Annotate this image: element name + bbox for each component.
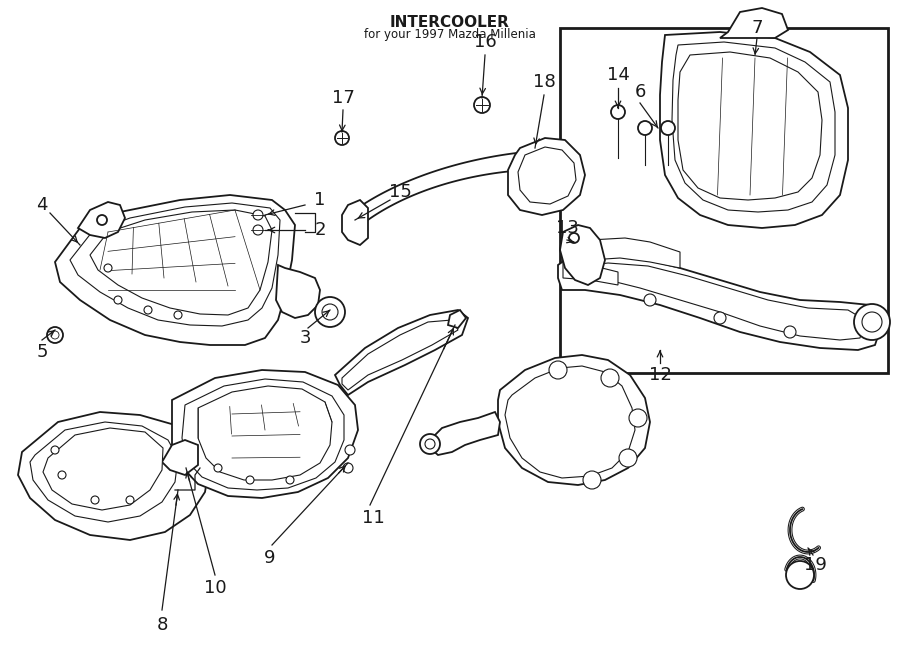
Polygon shape [90,210,272,315]
Text: 13: 13 [555,219,579,237]
Circle shape [246,476,254,484]
Text: 7: 7 [752,19,763,37]
Circle shape [126,496,134,504]
Circle shape [786,561,814,589]
Circle shape [629,409,647,427]
Circle shape [619,449,637,467]
Polygon shape [518,147,576,204]
Polygon shape [78,202,125,238]
Circle shape [58,471,66,479]
Text: 19: 19 [804,556,826,574]
Text: 11: 11 [362,509,384,527]
Circle shape [144,306,152,314]
Circle shape [51,331,59,339]
Text: 12: 12 [649,366,671,384]
Circle shape [104,264,112,272]
Circle shape [91,496,99,504]
Polygon shape [678,52,822,200]
Text: 14: 14 [607,66,629,84]
Circle shape [644,294,656,306]
Polygon shape [342,320,458,390]
Circle shape [345,445,355,455]
Circle shape [315,297,345,327]
Polygon shape [498,355,650,485]
Polygon shape [448,310,466,328]
Circle shape [420,434,440,454]
Polygon shape [198,386,332,480]
Text: 4: 4 [36,196,48,214]
Circle shape [114,296,122,304]
Polygon shape [276,265,320,318]
Circle shape [47,327,63,343]
Text: 1: 1 [314,191,326,209]
Text: 5: 5 [36,343,48,361]
Circle shape [474,97,490,113]
Polygon shape [430,412,500,455]
Circle shape [335,131,349,145]
Text: 10: 10 [203,579,226,597]
Polygon shape [172,370,358,498]
Circle shape [51,446,59,454]
Text: for your 1997 Mazda Millenia: for your 1997 Mazda Millenia [364,28,536,41]
Polygon shape [355,152,525,230]
Circle shape [611,105,625,119]
Text: 6: 6 [634,83,645,101]
Circle shape [854,304,890,340]
Circle shape [583,471,601,489]
Polygon shape [563,262,618,285]
Text: 18: 18 [533,73,555,91]
Text: 15: 15 [389,183,411,201]
Circle shape [286,476,294,484]
Circle shape [343,463,353,473]
Circle shape [638,121,652,135]
Polygon shape [30,422,178,522]
Polygon shape [505,366,635,478]
Polygon shape [558,255,880,350]
Polygon shape [570,263,865,340]
Text: 2: 2 [314,221,326,239]
Text: INTERCOOLER: INTERCOOLER [390,15,510,30]
Text: 8: 8 [157,616,167,634]
Polygon shape [70,203,280,326]
Polygon shape [508,138,585,215]
Circle shape [425,439,435,449]
Text: 16: 16 [473,33,497,51]
Text: 17: 17 [331,89,355,107]
Polygon shape [182,379,344,490]
Polygon shape [720,8,788,38]
Polygon shape [18,412,210,540]
Polygon shape [342,200,368,245]
Polygon shape [43,428,163,510]
Circle shape [253,210,263,220]
Circle shape [862,312,882,332]
Circle shape [174,311,182,319]
Polygon shape [335,310,468,395]
Polygon shape [560,225,605,285]
Circle shape [97,215,107,225]
Circle shape [784,326,796,338]
Polygon shape [55,195,295,345]
Circle shape [549,361,567,379]
Bar [560,28,888,373]
Circle shape [253,225,263,235]
Polygon shape [162,440,198,475]
Polygon shape [672,42,835,212]
Circle shape [714,312,726,324]
Circle shape [661,121,675,135]
Text: 3: 3 [299,329,310,347]
Circle shape [601,369,619,387]
Circle shape [569,233,579,243]
Polygon shape [660,32,848,228]
Circle shape [322,304,338,320]
Polygon shape [582,238,680,268]
Text: 9: 9 [265,549,275,567]
Circle shape [214,464,222,472]
